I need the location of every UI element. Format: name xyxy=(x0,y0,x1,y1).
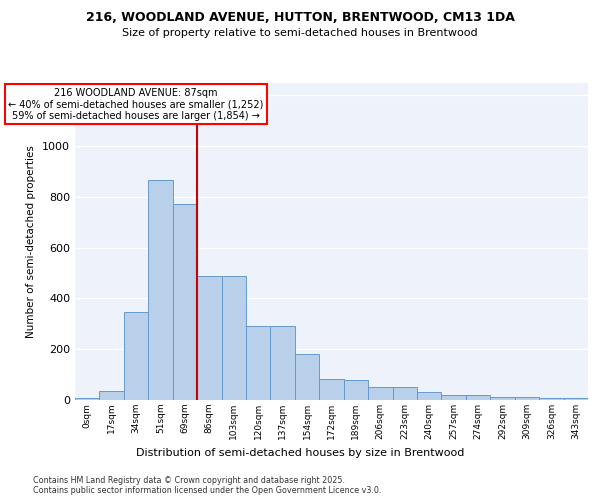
Text: Size of property relative to semi-detached houses in Brentwood: Size of property relative to semi-detach… xyxy=(122,28,478,38)
Bar xyxy=(100,391,124,400)
Bar xyxy=(319,379,344,400)
Bar xyxy=(539,398,563,400)
Text: 216, WOODLAND AVENUE, HUTTON, BRENTWOOD, CM13 1DA: 216, WOODLAND AVENUE, HUTTON, BRENTWOOD,… xyxy=(86,11,514,24)
Bar xyxy=(246,326,271,400)
Bar xyxy=(271,326,295,400)
Bar xyxy=(442,395,466,400)
Bar xyxy=(148,180,173,400)
Bar xyxy=(197,276,221,400)
Bar xyxy=(417,392,442,400)
Text: Distribution of semi-detached houses by size in Brentwood: Distribution of semi-detached houses by … xyxy=(136,448,464,458)
Bar xyxy=(466,395,490,400)
Bar xyxy=(295,354,319,400)
Y-axis label: Number of semi-detached properties: Number of semi-detached properties xyxy=(26,145,37,338)
Bar xyxy=(392,388,417,400)
Text: Contains HM Land Registry data © Crown copyright and database right 2025.
Contai: Contains HM Land Registry data © Crown c… xyxy=(33,476,382,496)
Bar xyxy=(124,312,148,400)
Bar xyxy=(563,398,588,400)
Bar xyxy=(515,398,539,400)
Bar xyxy=(173,204,197,400)
Bar xyxy=(75,398,100,400)
Bar xyxy=(344,380,368,400)
Text: 216 WOODLAND AVENUE: 87sqm
← 40% of semi-detached houses are smaller (1,252)
59%: 216 WOODLAND AVENUE: 87sqm ← 40% of semi… xyxy=(8,88,264,121)
Bar xyxy=(221,276,246,400)
Bar xyxy=(490,396,515,400)
Bar xyxy=(368,388,392,400)
